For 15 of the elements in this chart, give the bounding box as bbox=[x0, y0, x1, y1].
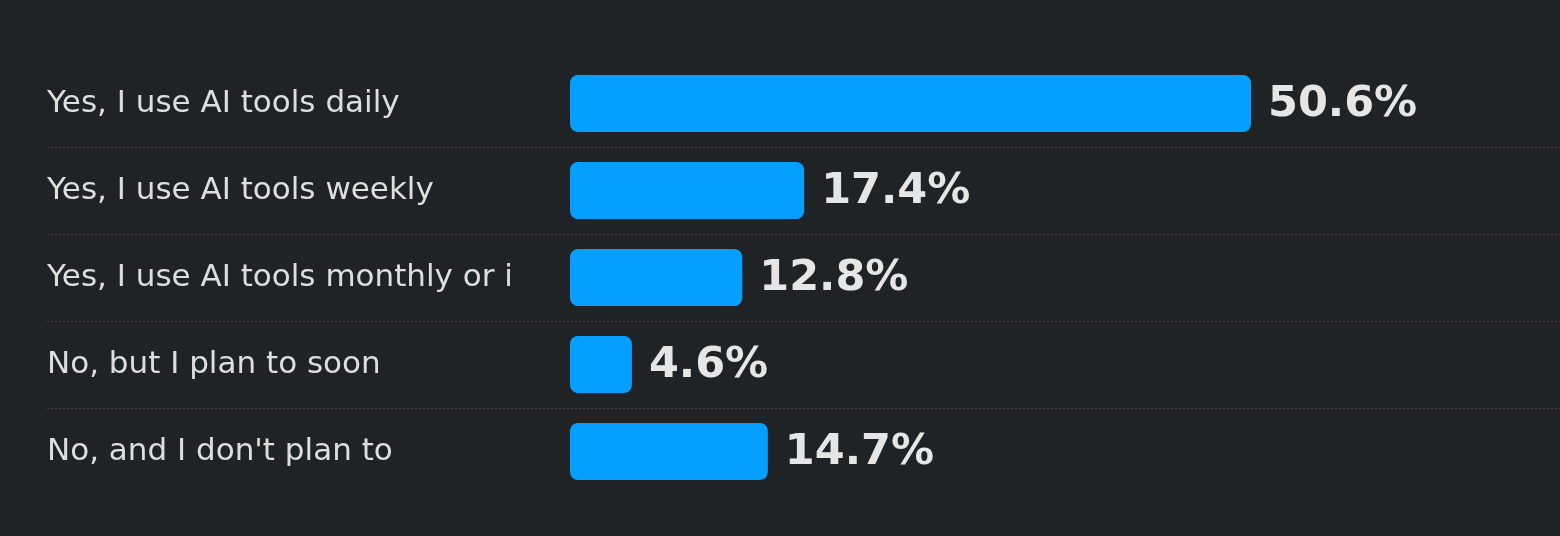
bar bbox=[570, 423, 768, 480]
data-label: 12.8% bbox=[759, 249, 909, 300]
y-tick-label: Yes, I use AI tools daily bbox=[46, 82, 400, 119]
bar bbox=[570, 336, 632, 393]
bar bbox=[570, 249, 743, 306]
y-tick-label: Yes, I use AI tools weekly bbox=[46, 169, 434, 206]
bar bbox=[570, 162, 805, 219]
bar bbox=[570, 75, 1251, 132]
data-label: 14.7% bbox=[784, 423, 935, 474]
data-label: 50.6% bbox=[1268, 75, 1418, 126]
data-label: 4.6% bbox=[648, 336, 769, 387]
data-label: 17.4% bbox=[821, 162, 971, 213]
y-tick-label: Yes, I use AI tools monthly or i bbox=[46, 256, 513, 293]
y-tick-label: No, but I plan to soon bbox=[47, 343, 381, 380]
y-tick-label: No, and I don't plan to bbox=[47, 430, 393, 467]
